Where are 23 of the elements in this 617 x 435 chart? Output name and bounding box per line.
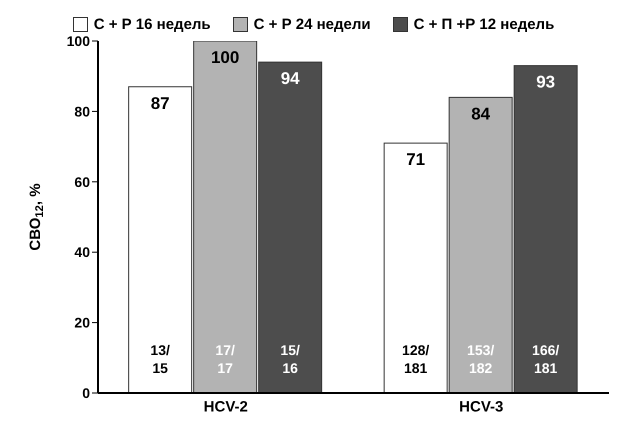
data-label: 84 [471,104,491,124]
y-tick-label: 0 [82,384,90,401]
legend-label: С + Р 24 недели [252,16,371,33]
annotation: 128/181 [402,342,430,376]
data-label: 87 [150,94,170,113]
y-tick-label: 80 [74,103,90,120]
annotation: 17/17 [215,342,235,376]
x-tick-label: HCV-3 [459,398,504,416]
y-tick-label: 60 [74,174,90,190]
data-label: 100 [210,48,240,68]
data-label: 94 [280,69,300,88]
data-label: 71 [406,150,426,170]
annotation: 166/181 [532,342,560,376]
x-tick-label: HCV-2 [204,398,248,416]
legend-label: С + Р 16 недель [92,16,211,33]
y-tick-label: 40 [74,244,90,260]
annotation: 153/182 [467,342,494,376]
annotation: 13/15 [150,342,170,376]
data-label: 93 [536,72,556,92]
annotation: 15/16 [280,342,300,376]
y-tick-label: 100 [66,32,90,49]
y-tick-label: 20 [74,314,90,331]
legend-label: С + П +Р 12 недель [412,16,554,33]
